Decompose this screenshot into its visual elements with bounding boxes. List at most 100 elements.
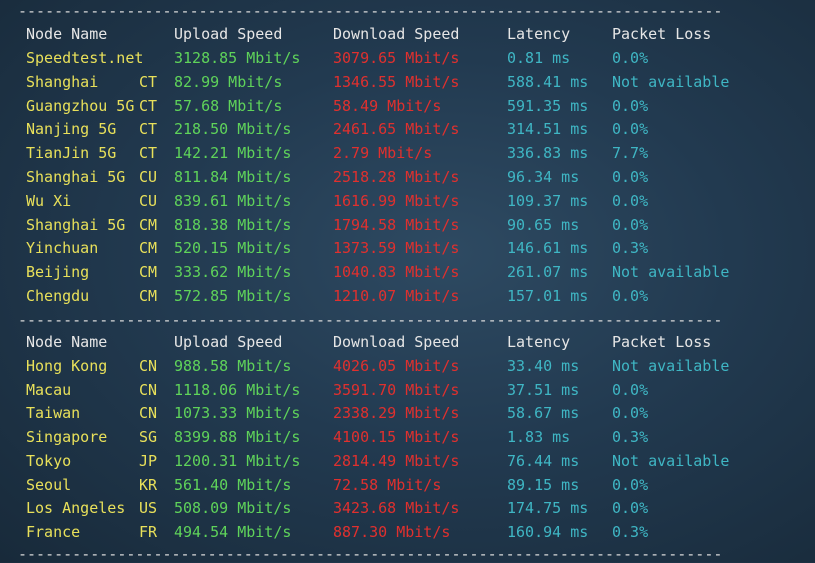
table-row: Shanghai CT 82.99 Mbit/s 1346.55 Mbit/s 588.…	[0, 71, 815, 93]
latency-value: 174.75 ms	[507, 499, 589, 518]
header-node-name: Node Name	[26, 25, 108, 43]
node-isp: FR	[139, 522, 158, 541]
packet-loss-value: 0.3%	[612, 522, 649, 541]
table-row: Shanghai 5G CU 811.84 Mbit/s 2518.28 Mbit/s…	[0, 166, 815, 188]
node-name: Macau	[26, 380, 72, 399]
latency-value: 336.83 ms	[507, 144, 589, 163]
node-isp: CM	[139, 287, 158, 305]
node-name: Seoul	[26, 475, 72, 494]
download-speed: 2338.29 Mbit/s	[333, 404, 460, 423]
download-speed: 3591.70 Mbit/s	[333, 380, 460, 399]
table-row: Wu Xi CU 839.61 Mbit/s 1616.99 Mbit/s 109.37…	[0, 190, 815, 212]
node-isp: CN	[139, 404, 158, 423]
packet-loss-value: 0.0%	[612, 215, 649, 234]
download-speed: 2814.49 Mbit/s	[333, 451, 460, 470]
node-isp: CT	[139, 72, 158, 91]
latency-value: 261.07 ms	[507, 263, 589, 282]
node-isp: CU	[139, 168, 158, 186]
download-speed: 58.49 Mbit/s	[333, 96, 442, 115]
header-download: Download Speed	[333, 333, 460, 351]
latency-value: 314.51 ms	[507, 120, 589, 139]
upload-speed: 1073.33 Mbit/s	[174, 404, 301, 423]
header-latency: Latency	[507, 25, 571, 43]
download-speed: 1040.83 Mbit/s	[333, 263, 460, 282]
node-name: Los Angeles	[26, 499, 126, 518]
packet-loss-value: 0.0%	[612, 287, 649, 305]
download-speed: 1794.58 Mbit/s	[333, 215, 460, 234]
header-upload: Upload Speed	[174, 25, 283, 43]
node-isp: CT	[139, 144, 158, 163]
node-isp: CT	[139, 96, 158, 115]
upload-speed: 1200.31 Mbit/s	[174, 451, 301, 470]
packet-loss-value: 0.0%	[612, 380, 649, 399]
upload-speed: 218.50 Mbit/s	[174, 120, 292, 139]
packet-loss-value: Not available	[612, 263, 730, 282]
download-speed: 887.30 Mbit/s	[333, 522, 451, 541]
download-speed: 2.79 Mbit/s	[333, 144, 433, 163]
packet-loss-value: 0.0%	[612, 96, 649, 115]
table-row: Macau CN 1118.06 Mbit/s 3591.70 Mbit/s 37.51…	[0, 379, 815, 401]
upload-speed: 839.61 Mbit/s	[174, 191, 292, 210]
upload-speed: 572.85 Mbit/s	[174, 287, 292, 305]
node-name: Nanjing 5G	[26, 120, 117, 139]
node-isp: CM	[139, 239, 158, 258]
latency-value: 76.44 ms	[507, 451, 580, 470]
latency-value: 96.34 ms	[507, 168, 580, 186]
upload-speed: 508.09 Mbit/s	[174, 499, 292, 518]
upload-speed: 561.40 Mbit/s	[174, 475, 292, 494]
separator-line: ----------------------------------------…	[18, 311, 723, 329]
node-name: Shanghai 5G	[26, 168, 126, 186]
table-row: Shanghai 5G CM 818.38 Mbit/s 1794.58 Mbit/s…	[0, 214, 815, 236]
download-speed: 1616.99 Mbit/s	[333, 191, 460, 210]
download-speed: 2518.28 Mbit/s	[333, 168, 460, 186]
table-row: Seoul KR 561.40 Mbit/s 72.58 Mbit/s 89.15 ms…	[0, 474, 815, 496]
latency-value: 58.67 ms	[507, 404, 580, 423]
packet-loss-value: 0.0%	[612, 168, 649, 186]
latency-value: 0.81 ms	[507, 49, 571, 67]
upload-speed: 494.54 Mbit/s	[174, 522, 292, 541]
node-name: Guangzhou 5G	[26, 96, 135, 115]
download-speed: 4100.15 Mbit/s	[333, 428, 460, 447]
header-download: Download Speed	[333, 25, 460, 43]
latency-value: 591.35 ms	[507, 96, 589, 115]
node-name: Hong Kong	[26, 357, 108, 375]
node-isp: US	[139, 499, 158, 518]
upload-speed: 811.84 Mbit/s	[174, 168, 292, 186]
upload-speed: 8399.88 Mbit/s	[174, 428, 301, 447]
node-name: Beijing	[26, 263, 90, 282]
latency-value: 1.83 ms	[507, 428, 571, 447]
table-header: Node Name Upload Speed Download Speed La…	[0, 23, 815, 45]
packet-loss-value: 0.0%	[612, 404, 649, 423]
node-name: Shanghai 5G	[26, 215, 126, 234]
header-packet-loss: Packet Loss	[612, 333, 712, 351]
packet-loss-value: Not available	[612, 72, 730, 91]
table-row: Nanjing 5G CT 218.50 Mbit/s 2461.65 Mbit/s 3…	[0, 118, 815, 140]
upload-speed: 520.15 Mbit/s	[174, 239, 292, 258]
packet-loss-value: Not available	[612, 451, 730, 470]
table-row: Hong Kong CN 988.58 Mbit/s 4026.05 Mbit/s 33…	[0, 355, 815, 377]
packet-loss-value: 0.0%	[612, 191, 649, 210]
packet-loss-value: Not available	[612, 357, 730, 375]
upload-speed: 3128.85 Mbit/s	[174, 49, 301, 67]
upload-speed: 82.99 Mbit/s	[174, 72, 283, 91]
header-upload: Upload Speed	[174, 333, 283, 351]
latency-value: 160.94 ms	[507, 522, 589, 541]
download-speed: 1373.59 Mbit/s	[333, 239, 460, 258]
download-speed: 72.58 Mbit/s	[333, 475, 442, 494]
packet-loss-value: 0.3%	[612, 428, 649, 447]
upload-speed: 818.38 Mbit/s	[174, 215, 292, 234]
node-isp: CU	[139, 191, 158, 210]
table-row: Chengdu CM 572.85 Mbit/s 1210.07 Mbit/s 157.…	[0, 285, 815, 307]
node-name: Taiwan	[26, 404, 81, 423]
latency-value: 146.61 ms	[507, 239, 589, 258]
upload-speed: 142.21 Mbit/s	[174, 144, 292, 163]
packet-loss-value: 0.0%	[612, 49, 649, 67]
latency-value: 33.40 ms	[507, 357, 580, 375]
separator-line: ----------------------------------------…	[18, 545, 723, 563]
download-speed: 1346.55 Mbit/s	[333, 72, 460, 91]
table-row: France FR 494.54 Mbit/s 887.30 Mbit/s 160.94…	[0, 521, 815, 543]
table-row: Yinchuan CM 520.15 Mbit/s 1373.59 Mbit/s 146…	[0, 237, 815, 259]
node-isp: CM	[139, 215, 158, 234]
node-isp: KR	[139, 475, 158, 494]
